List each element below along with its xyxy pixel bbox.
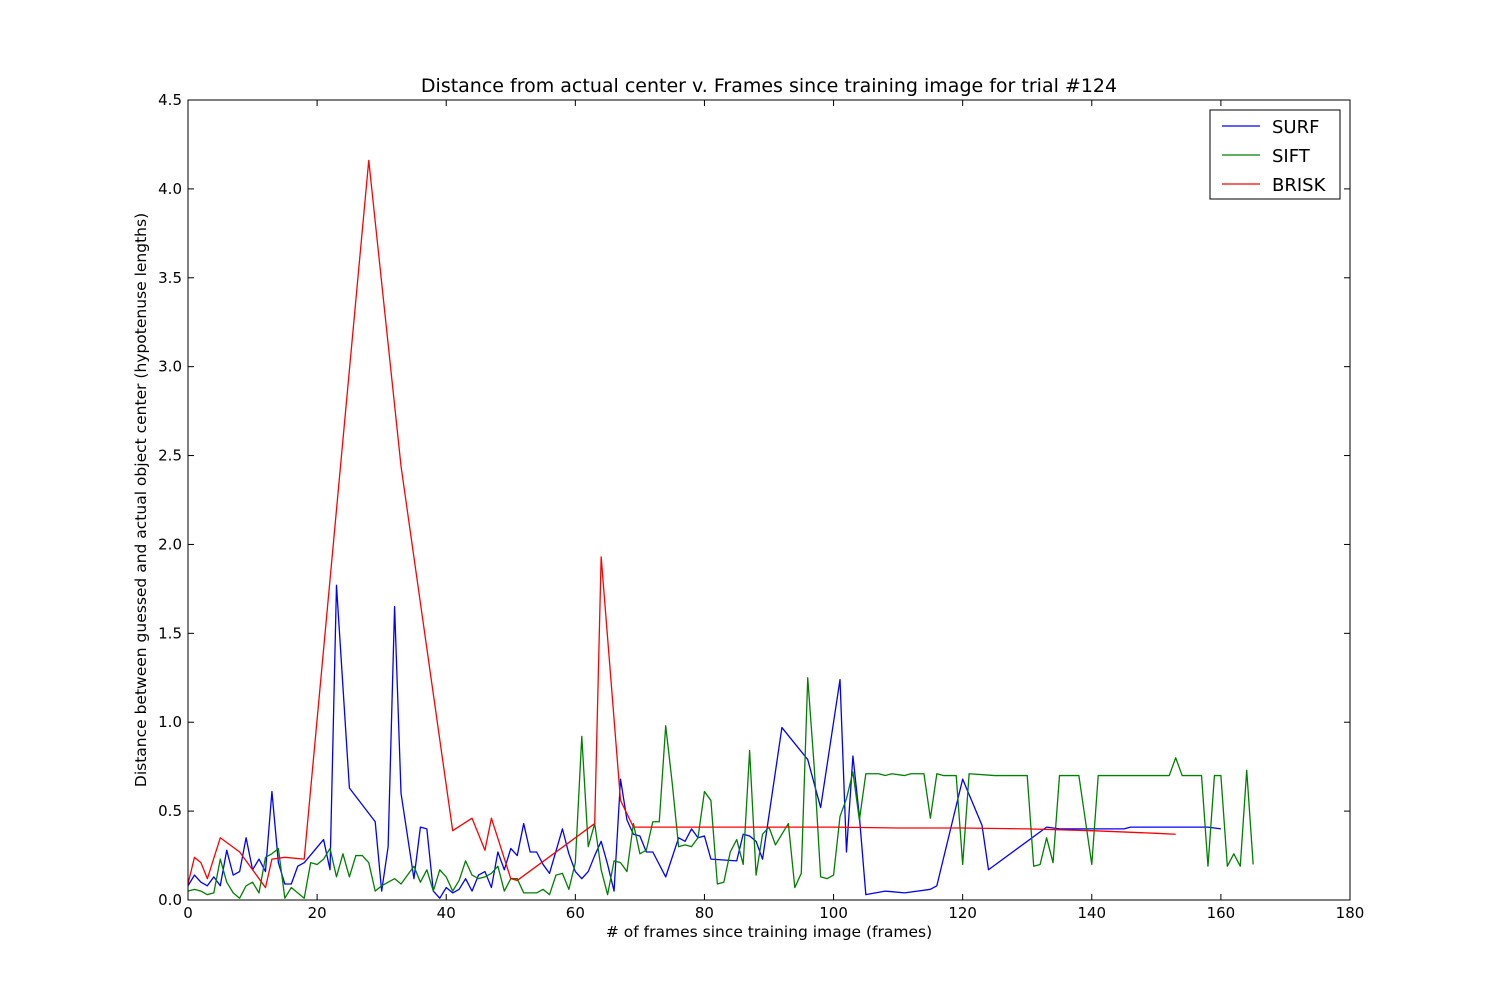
y-tick-label: 4.0 [158, 180, 182, 198]
y-axis-label: Distance between guessed and actual obje… [132, 213, 150, 787]
plot-frame [187, 99, 1351, 901]
legend-label-surf: SURF [1272, 117, 1319, 138]
x-tick-label: 0 [183, 904, 193, 922]
series-line-brisk [187, 159, 1176, 889]
y-tick-label: 3.0 [158, 358, 182, 376]
x-tick-label: 80 [695, 904, 714, 922]
x-tick-label: 100 [819, 904, 848, 922]
x-tick-label: 120 [948, 904, 977, 922]
y-tick-label: 1.0 [158, 713, 182, 731]
series-line-surf [187, 584, 1221, 899]
y-tick-label: 2.0 [158, 535, 182, 553]
y-tick-label: 4.5 [158, 91, 182, 109]
x-tick-label: 40 [437, 904, 456, 922]
x-axis-label: # of frames since training image (frames… [606, 923, 932, 941]
x-tick-label: 180 [1336, 904, 1365, 922]
y-tick-label: 3.5 [158, 269, 182, 287]
series-layer [187, 159, 1254, 899]
y-tick-label: 0.0 [158, 891, 182, 909]
axis-ticks: 0 20 40 60 80 100 120 140 160 180 0.0 0.5 1.0 1.5 2.0 2… [158, 91, 1364, 922]
y-tick-label: 2.5 [158, 447, 182, 465]
y-tick-label: 0.5 [158, 802, 182, 820]
series-line-sift [187, 677, 1254, 899]
x-tick-label: 60 [566, 904, 585, 922]
chart-title: Distance from actual center v. Frames si… [421, 75, 1117, 97]
legend-label-sift: SIFT [1272, 146, 1311, 167]
x-tick-label: 140 [1077, 904, 1106, 922]
x-tick-label: 160 [1207, 904, 1236, 922]
x-tick-label: 20 [308, 904, 327, 922]
legend-label-brisk: BRISK [1272, 175, 1327, 196]
y-tick-label: 1.5 [158, 624, 182, 642]
plot-area [188, 100, 1350, 900]
legend: SURF SIFT BRISK [1209, 109, 1341, 200]
